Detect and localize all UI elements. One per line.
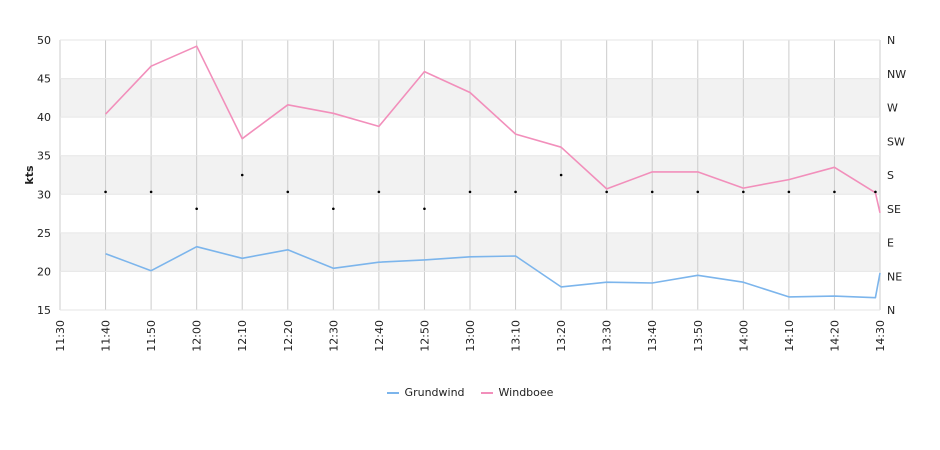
x-tick-label: 14:30	[874, 320, 887, 352]
legend-swatch-windboee	[480, 391, 493, 394]
direction-tick-label: S	[887, 169, 894, 182]
direction-tick-label: SW	[887, 135, 905, 148]
legend-item-windboee[interactable]: Windboee	[480, 386, 554, 399]
direction-tick-label: SE	[887, 203, 901, 216]
direction-tick-label: NE	[887, 270, 902, 283]
y-axis-title: kts	[23, 165, 36, 185]
x-tick-label: 14:00	[737, 320, 750, 352]
direction-point	[559, 173, 563, 177]
direction-point	[787, 190, 791, 194]
x-tick-label: 13:20	[555, 320, 568, 352]
y-tick-label: 35	[37, 150, 51, 163]
series-line-windboee	[105, 45, 881, 213]
legend-label-windboee: Windboee	[498, 386, 554, 399]
direction-tick-label: N	[887, 34, 895, 47]
x-axis-ticks: 11:30 11:40 11:50 12:00 12:10 12:20 12:30 12:40…	[54, 320, 887, 352]
x-tick-label: 11:50	[145, 320, 158, 352]
direction-point	[240, 173, 244, 177]
y-tick-label: 15	[37, 304, 51, 317]
legend: Grundwind Windboee	[0, 386, 940, 399]
direction-point	[332, 207, 335, 211]
series-line-grundwind	[105, 245, 881, 299]
x-tick-label: 13:50	[692, 320, 705, 352]
direction-point	[742, 190, 745, 194]
x-tick-label: 12:00	[191, 320, 204, 352]
direction-point	[286, 190, 290, 194]
x-tick-label: 12:20	[282, 320, 295, 352]
x-tick-label: 12:50	[418, 320, 431, 352]
y-tick-label: 25	[37, 227, 51, 240]
direction-point	[650, 190, 654, 194]
x-tick-label: 12:10	[236, 320, 249, 352]
direction-point	[696, 190, 700, 194]
y-tick-label: 20	[37, 265, 51, 278]
legend-swatch-grundwind	[386, 391, 399, 394]
x-tick-label: 13:00	[464, 320, 477, 352]
y-tick-label: 45	[37, 73, 51, 86]
direction-tick-label: W	[887, 102, 898, 115]
y-tick-label: 30	[37, 188, 51, 201]
x-tick-label: 13:40	[646, 320, 659, 352]
direction-point	[833, 190, 836, 194]
direction-point	[104, 190, 107, 194]
direction-point	[377, 190, 381, 194]
x-tick-label: 12:30	[327, 320, 340, 352]
x-tick-label: 12:40	[373, 320, 386, 352]
direction-point	[468, 190, 472, 194]
x-tick-label: 14:20	[828, 320, 841, 352]
horizontal-gridlines	[60, 39, 880, 311]
y-tick-label: 50	[37, 34, 51, 47]
direction-point	[605, 190, 608, 194]
direction-tick-label: N	[887, 304, 895, 317]
y-tick-label: 40	[37, 111, 51, 124]
series-lines	[105, 45, 881, 299]
direction-point	[149, 190, 153, 194]
x-tick-label: 13:30	[601, 320, 614, 352]
x-tick-label: 11:30	[54, 320, 67, 352]
x-tick-label: 14:10	[783, 320, 796, 352]
x-tick-label: 13:10	[510, 320, 523, 352]
direction-point	[195, 207, 198, 211]
direction-axis-ticks: N NE E SE S SW W NW N	[887, 34, 906, 317]
legend-item-grundwind[interactable]: Grundwind	[386, 386, 465, 399]
direction-point	[874, 190, 877, 194]
y-axis-ticks: 15 20 25 30 35 40 45 50	[37, 34, 51, 317]
legend-label-grundwind: Grundwind	[404, 386, 465, 399]
direction-point	[514, 190, 517, 194]
direction-point	[423, 207, 426, 211]
direction-tick-label: E	[887, 237, 894, 250]
x-tick-label: 11:40	[100, 320, 113, 352]
direction-points	[104, 173, 877, 211]
direction-tick-label: NW	[887, 68, 906, 81]
